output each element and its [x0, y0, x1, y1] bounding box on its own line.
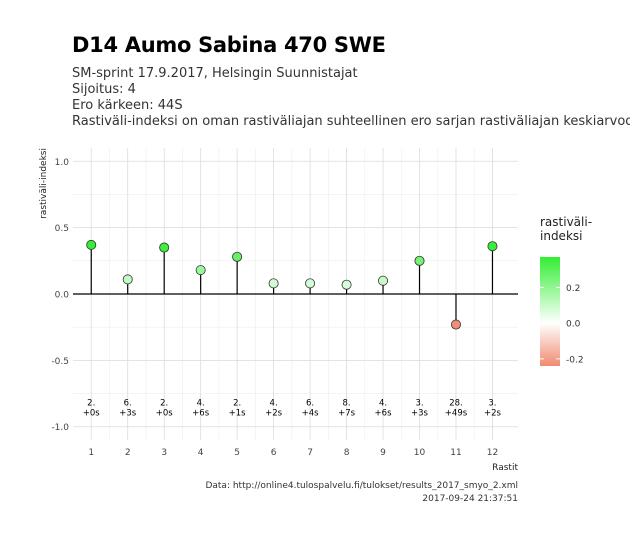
- rank-label: 4.: [379, 398, 387, 408]
- x-tick-label: 7: [307, 448, 313, 458]
- chart-subtitle-description: Rastiväli-indeksi on oman rastiväliajan …: [72, 114, 630, 129]
- rank-label: 2.: [87, 398, 95, 408]
- diff-label: +0s: [156, 408, 174, 418]
- legend-tick-label: 0.0: [566, 320, 581, 330]
- y-axis-title: rastiväli-indeksi: [39, 148, 49, 219]
- x-tick-label: 12: [487, 448, 498, 458]
- x-axis-title: Rastit: [492, 463, 518, 473]
- rank-label: 2.: [160, 398, 168, 408]
- lollipop-point: [341, 279, 352, 290]
- diff-label: +6s: [375, 408, 393, 418]
- rank-label: 4.: [197, 398, 205, 408]
- diff-label: +2s: [484, 408, 502, 418]
- x-tick-label: 8: [344, 448, 350, 458]
- caption-source: Data: http://online4.tulospalvelu.fi/tul…: [205, 481, 518, 491]
- lollipop-point: [195, 265, 206, 276]
- diff-label: +6s: [192, 408, 210, 418]
- x-tick-label: 2: [125, 448, 131, 458]
- rank-label: 6.: [306, 398, 314, 408]
- lollipop-point: [305, 278, 316, 289]
- diff-label: +7s: [338, 408, 356, 418]
- y-tick-label: -0.5: [51, 357, 69, 367]
- legend-colorbar: [540, 257, 560, 366]
- rank-label: 3.: [488, 398, 496, 408]
- y-tick-label: 0.0: [55, 291, 70, 301]
- diff-label: +2s: [265, 408, 283, 418]
- lollipop-point: [122, 274, 133, 285]
- y-tick-label: -1.0: [51, 423, 69, 433]
- chart-subtitle-gap: Ero kärkeen: 44S: [72, 98, 183, 113]
- rank-label: 8.: [343, 398, 351, 408]
- rank-label: 6.: [124, 398, 132, 408]
- diff-label: +49s: [445, 408, 468, 418]
- rank-label: 28.: [449, 398, 463, 408]
- lollipop-point: [414, 255, 425, 266]
- lollipop-point: [232, 251, 243, 262]
- y-tick-label: 1.0: [55, 158, 70, 168]
- x-tick-label: 6: [271, 448, 277, 458]
- lollipop-point: [159, 242, 170, 253]
- lollipop-point: [487, 241, 498, 252]
- lollipop-point: [268, 278, 279, 289]
- x-tick-label: 10: [414, 448, 426, 458]
- chart-title: D14 Aumo Sabina 470 SWE: [72, 33, 386, 57]
- chart-subtitle-placement: Sijoitus: 4: [72, 82, 136, 97]
- rank-label: 3.: [415, 398, 423, 408]
- x-tick-label: 5: [234, 448, 240, 458]
- lollipop-point: [450, 319, 461, 330]
- caption-timestamp: 2017-09-24 21:37:51: [422, 494, 518, 504]
- legend-title: rastiväli- indeksi: [540, 215, 593, 243]
- x-tick-label: 4: [198, 448, 204, 458]
- x-tick-label: 9: [380, 448, 386, 458]
- lollipop-point: [378, 275, 389, 286]
- rank-label: 4.: [270, 398, 278, 408]
- diff-label: +1s: [229, 408, 247, 418]
- x-tick-label: 1: [88, 448, 94, 458]
- chart-subtitle-event: SM-sprint 17.9.2017, Helsingin Suunnista…: [72, 66, 358, 81]
- x-tick-label: 11: [450, 448, 461, 458]
- diff-label: +3s: [411, 408, 429, 418]
- y-tick-label: 0.5: [55, 224, 69, 234]
- diff-label: +4s: [302, 408, 320, 418]
- diff-label: +3s: [119, 408, 137, 418]
- legend-tick-label: -0.2: [566, 355, 584, 365]
- lollipop-point: [86, 239, 97, 250]
- rank-label: 2.: [233, 398, 241, 408]
- x-tick-label: 3: [161, 448, 167, 458]
- legend-tick-label: 0.2: [566, 284, 580, 294]
- diff-label: +0s: [83, 408, 101, 418]
